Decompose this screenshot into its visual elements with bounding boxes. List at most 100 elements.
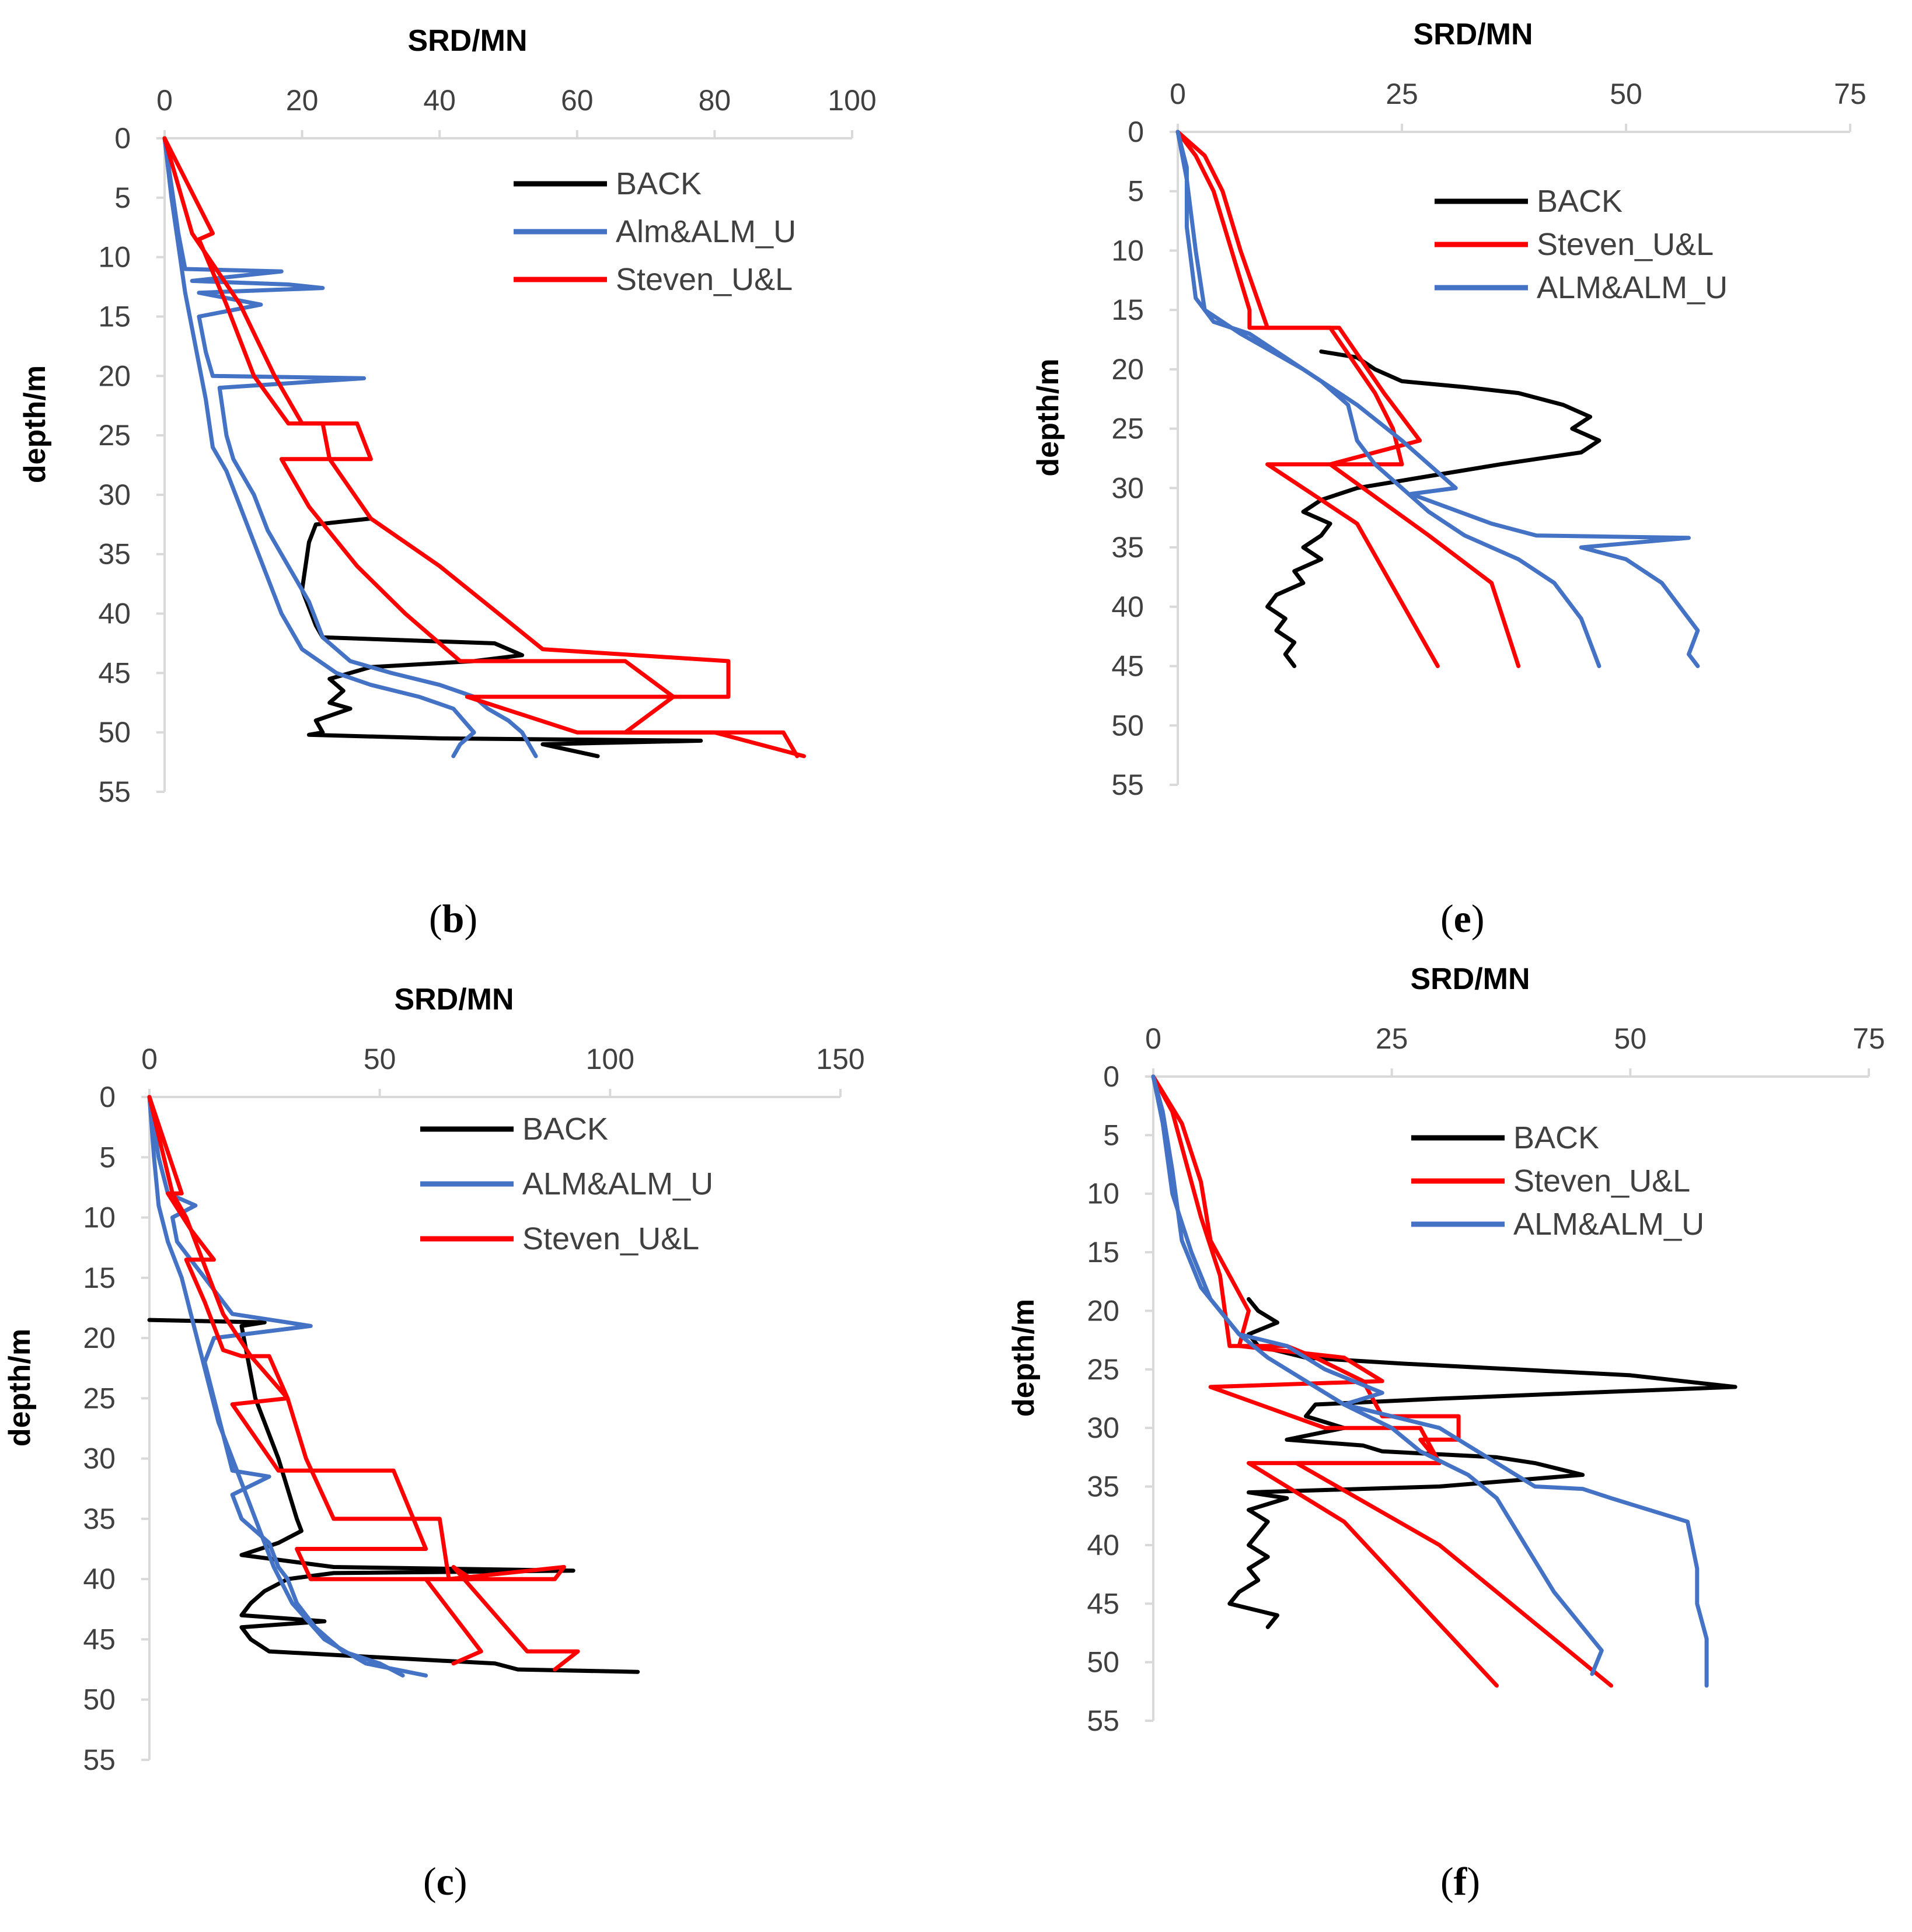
y-tick-label: 10 — [1087, 1178, 1119, 1210]
y-tick-label: 55 — [1087, 1704, 1119, 1737]
y-tick-label: 5 — [99, 1141, 116, 1173]
caption-b: (b) — [429, 896, 478, 941]
y-tick-label: 0 — [1103, 1060, 1119, 1093]
y-tick-label: 40 — [1111, 591, 1144, 623]
legend-label: BACK — [616, 166, 702, 201]
y-tick-label: 0 — [114, 122, 131, 155]
series-line-alm-alm-u — [147, 1095, 428, 1678]
y-tick-label: 50 — [83, 1683, 116, 1716]
x-tick-label: 40 — [423, 84, 456, 117]
y-tick-label: 25 — [83, 1382, 116, 1414]
x-tick-label: 100 — [828, 84, 876, 117]
y-tick-label: 40 — [1087, 1529, 1119, 1561]
series-line-back — [1265, 349, 1602, 668]
series-line-alm-alm-u — [162, 136, 476, 759]
series-line-back — [147, 1318, 640, 1674]
series-line-steven-u-l — [1151, 1074, 1614, 1688]
caption-f: (f) — [1440, 1859, 1480, 1903]
series-line-alm-alm-u — [1175, 130, 1602, 668]
x-tick-label: 50 — [364, 1043, 396, 1075]
x-tick-label: 0 — [1170, 78, 1186, 110]
chart-panel-e: 0 25 50 75 0 5 10 15 20 25 30 35 40 45 50 55 SRD/MN depth… — [1031, 18, 1866, 801]
series-line-alm-alm-u — [1175, 130, 1700, 668]
y-tick-label: 15 — [1087, 1236, 1119, 1269]
series-line-alm-alm-u — [1151, 1074, 1709, 1688]
y-tick-label: 25 — [98, 419, 131, 452]
y-axis-title: depth/m — [1031, 358, 1065, 476]
y-tick-label: 45 — [1087, 1587, 1119, 1620]
x-tick-label: 50 — [1610, 78, 1642, 110]
legend-label: BACK — [1537, 184, 1623, 219]
x-axis-title: SRD/MN — [1410, 962, 1530, 996]
x-tick-label: 50 — [1614, 1022, 1647, 1055]
x-tick-label: 20 — [286, 84, 319, 117]
y-tick-label: 30 — [98, 478, 131, 511]
y-tick-label: 10 — [98, 241, 131, 274]
legend-label: ALM&ALM_U — [1513, 1207, 1704, 1242]
series-line-steven-u-l — [147, 1095, 580, 1672]
y-tick-label: 25 — [1087, 1353, 1119, 1386]
x-axis-title: SRD/MN — [407, 24, 527, 58]
x-tick-label: 25 — [1386, 78, 1418, 110]
y-tick-label: 5 — [1128, 175, 1144, 208]
y-tick-label: 20 — [83, 1322, 116, 1354]
y-tick-label: 20 — [1111, 353, 1144, 386]
y-tick-label: 55 — [98, 775, 131, 808]
legend-label: BACK — [522, 1112, 608, 1147]
y-tick-label: 35 — [1111, 531, 1144, 564]
series-line-alm-alm-u — [162, 136, 538, 759]
y-tick-label: 15 — [83, 1262, 116, 1294]
chart-panel-f: 0 25 50 75 0 5 10 15 20 25 30 35 40 45 50 55 SRD/MN depth… — [1007, 962, 1885, 1737]
x-tick-label: 75 — [1852, 1022, 1885, 1055]
series-line-steven-u-l — [162, 136, 806, 759]
x-tick-label: 80 — [699, 84, 731, 117]
y-tick-label: 15 — [1111, 294, 1144, 326]
y-tick-label: 50 — [1087, 1646, 1119, 1679]
y-tick-label: 45 — [83, 1623, 116, 1655]
legend-label: Steven_U&L — [1537, 227, 1714, 262]
y-tick-label: 35 — [98, 538, 131, 571]
y-tick-label: 0 — [1128, 116, 1144, 148]
x-tick-label: 75 — [1834, 78, 1866, 110]
caption-c: (c) — [423, 1859, 467, 1903]
y-tick-label: 5 — [1103, 1119, 1119, 1151]
x-tick-label: 150 — [816, 1043, 864, 1075]
x-tick-label: 0 — [1145, 1022, 1161, 1055]
y-tick-label: 55 — [1111, 768, 1144, 801]
y-tick-label: 35 — [1087, 1470, 1119, 1503]
y-tick-label: 45 — [98, 656, 131, 689]
y-tick-label: 5 — [114, 181, 131, 214]
x-tick-label: 100 — [586, 1043, 634, 1075]
x-tick-label: 25 — [1376, 1022, 1408, 1055]
legend-label: Steven_U&L — [522, 1221, 699, 1256]
y-tick-label: 30 — [1111, 471, 1144, 504]
y-axis-title: depth/m — [1007, 1299, 1041, 1417]
legend-label: ALM&ALM_U — [1537, 270, 1728, 305]
y-tick-label: 0 — [99, 1081, 116, 1113]
y-tick-label: 40 — [83, 1563, 116, 1595]
series-line-steven-u-l — [162, 136, 800, 759]
x-tick-label: 0 — [141, 1043, 158, 1075]
y-tick-label: 50 — [1111, 709, 1144, 742]
y-tick-label: 45 — [1111, 650, 1144, 683]
y-tick-label: 20 — [98, 359, 131, 392]
legend-label: ALM&ALM_U — [522, 1166, 713, 1201]
chart-panel-b: 0 20 40 60 80 100 0 5 10 15 20 25 30 35 40 45 50 55 SRD/MN… — [18, 24, 877, 808]
legend-label: Alm&ALM_U — [616, 214, 796, 249]
caption-e: (e) — [1440, 896, 1485, 941]
y-tick-label: 25 — [1111, 413, 1144, 445]
legend-label: Steven_U&L — [616, 262, 793, 297]
series-line-steven-u-l — [1175, 130, 1521, 668]
y-tick-label: 50 — [98, 716, 131, 749]
y-tick-label: 30 — [83, 1442, 116, 1475]
chart-panel-c: 0 50 100 150 0 5 10 15 20 25 30 35 40 45 50 55 SRD/MN dep… — [3, 983, 865, 1776]
y-tick-label: 30 — [1087, 1412, 1119, 1444]
y-tick-label: 20 — [1087, 1294, 1119, 1327]
legend-label: BACK — [1513, 1120, 1599, 1155]
y-tick-label: 10 — [1111, 234, 1144, 267]
y-tick-label: 15 — [98, 300, 131, 333]
x-tick-label: 0 — [156, 84, 173, 117]
y-axis-title: depth/m — [3, 1329, 37, 1447]
series-line-steven-u-l — [1175, 130, 1440, 668]
